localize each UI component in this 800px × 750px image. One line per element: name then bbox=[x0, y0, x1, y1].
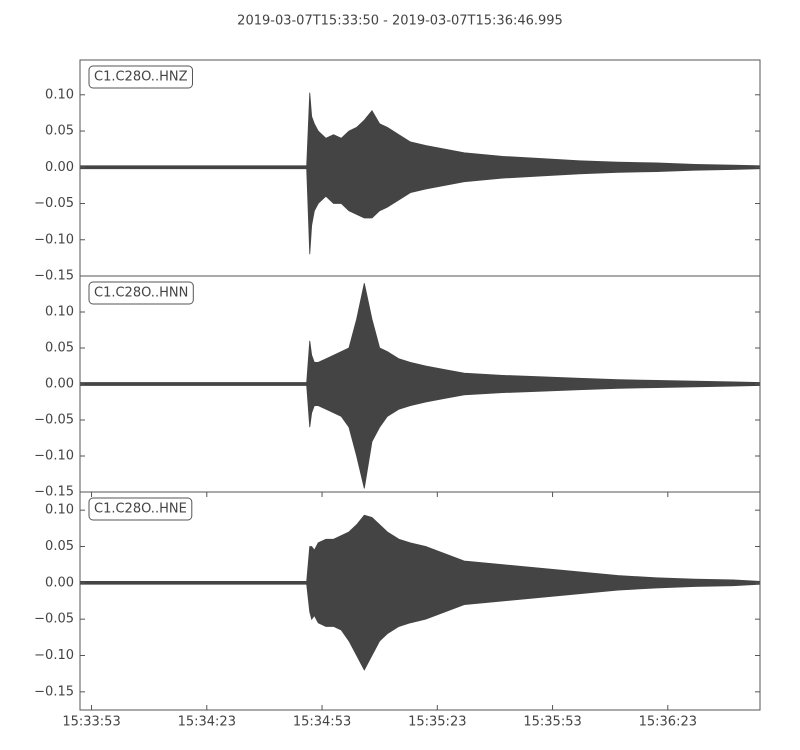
waveform-envelope bbox=[79, 383, 761, 489]
x-tick-label: 15:36:23 bbox=[639, 715, 697, 730]
y-tick-label: −0.05 bbox=[34, 196, 74, 211]
y-tick-label: 0.05 bbox=[45, 539, 74, 554]
x-tick-label: 15:33:53 bbox=[62, 715, 120, 730]
y-tick-label: 0.10 bbox=[45, 87, 74, 102]
x-tick-label: 15:34:23 bbox=[178, 715, 236, 730]
waveform-envelope bbox=[79, 92, 761, 168]
y-tick-label: 0.00 bbox=[45, 575, 74, 590]
y-tick-label: −0.10 bbox=[34, 648, 74, 663]
x-tick-label: 15:35:53 bbox=[523, 715, 581, 730]
y-tick-label: −0.10 bbox=[34, 232, 74, 247]
y-tick-label: 0.00 bbox=[45, 160, 74, 175]
x-tick-label: 15:34:53 bbox=[293, 715, 351, 730]
trace-label-box bbox=[88, 497, 193, 521]
y-tick-label: 0.05 bbox=[45, 124, 74, 139]
chart-title: 2019-03-07T15:33:50 - 2019-03-07T15:36:4… bbox=[237, 14, 563, 29]
trace-label: C1.C28O..HNE bbox=[94, 502, 187, 517]
y-tick-label: −0.15 bbox=[34, 485, 74, 500]
trace-label: C1.C28O..HNN bbox=[94, 286, 188, 301]
y-tick-label: −0.05 bbox=[34, 413, 74, 428]
trace-label-box bbox=[88, 281, 194, 305]
y-tick-label: −0.15 bbox=[34, 684, 74, 699]
waveform-envelope bbox=[79, 582, 761, 671]
waveform-envelope bbox=[79, 283, 761, 385]
y-tick-label: 0.05 bbox=[45, 341, 74, 356]
x-tick-label: 15:35:23 bbox=[408, 715, 466, 730]
y-tick-label: 0.10 bbox=[45, 305, 74, 320]
y-tick-label: 0.00 bbox=[45, 377, 74, 392]
waveform-envelope bbox=[79, 166, 761, 255]
trace-label-box bbox=[88, 65, 193, 89]
waveform-envelope bbox=[79, 514, 761, 584]
y-tick-label: −0.10 bbox=[34, 449, 74, 464]
y-tick-label: 0.10 bbox=[45, 503, 74, 518]
trace-label: C1.C28O..HNZ bbox=[94, 70, 188, 85]
y-tick-label: −0.15 bbox=[34, 269, 74, 284]
y-tick-label: −0.05 bbox=[34, 612, 74, 627]
panel-frame bbox=[79, 491, 761, 711]
